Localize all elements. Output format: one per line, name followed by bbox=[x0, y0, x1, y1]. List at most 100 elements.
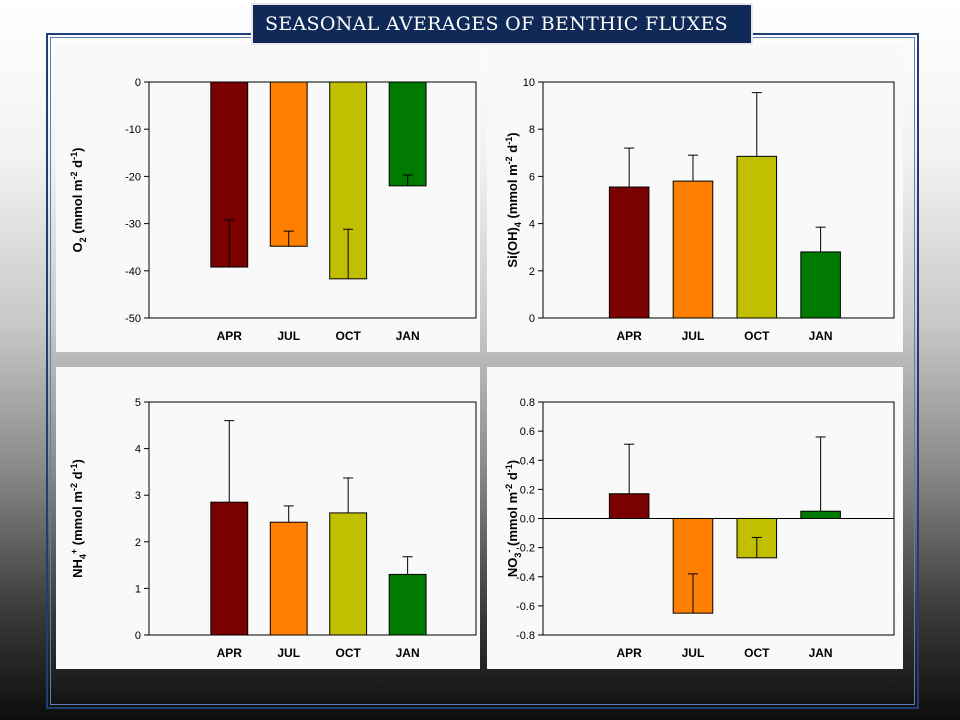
ylabel-units: (mmol m bbox=[70, 491, 85, 549]
slide-title-text: SEASONAL AVERAGES OF BENTHIC FLUXES bbox=[265, 13, 728, 35]
x-tick-label-apr: APR bbox=[616, 329, 642, 343]
x-tick-label-jul: JUL bbox=[277, 646, 300, 660]
x-tick-label-jan: JAN bbox=[809, 329, 833, 343]
ylabel-units: ) bbox=[70, 148, 85, 152]
ylabel-superscript: - bbox=[504, 550, 514, 553]
ylabel-units: (mmol m bbox=[505, 164, 520, 222]
y-axis-label: Si(OH)4 (mmol m-2 d-1) bbox=[504, 132, 523, 267]
bar-oct bbox=[329, 512, 368, 636]
y-tick-label: 4 bbox=[135, 444, 141, 456]
bar-jul bbox=[672, 180, 714, 319]
ylabel-units: (mmol m bbox=[70, 180, 85, 238]
bar-apr bbox=[608, 186, 650, 319]
bar-apr bbox=[608, 493, 650, 520]
plot-frame bbox=[148, 401, 477, 636]
y-tick-label: 1 bbox=[135, 583, 141, 595]
ylabel-superscript: + bbox=[69, 549, 79, 554]
chart-no3-flux: 0.8 0.6 0.4 0.2 0.0 -0.2 -0.4 -0.6 -0.8 APR JUL OCT… bbox=[504, 397, 895, 660]
y-tick-label: 5 bbox=[135, 397, 141, 409]
y-axis-label: O2 (mmol m-2 d-1) bbox=[69, 148, 88, 253]
y-tick-label: -0.2 bbox=[516, 543, 535, 555]
ylabel-units: ) bbox=[505, 132, 520, 136]
y-tick-label: -0.8 bbox=[516, 630, 535, 642]
ylabel-superscript: -2 bbox=[504, 484, 514, 492]
y-tick-label: 0.0 bbox=[520, 514, 535, 526]
ylabel-superscript: -1 bbox=[69, 152, 79, 160]
ylabel-subscript: 2 bbox=[78, 237, 88, 242]
ylabel-superscript: -1 bbox=[504, 137, 514, 145]
ylabel-units: d bbox=[70, 160, 85, 172]
x-tick-label-oct: OCT bbox=[744, 646, 770, 660]
y-tick-label: -30 bbox=[125, 219, 141, 231]
x-tick-label-jul: JUL bbox=[682, 646, 705, 660]
ylabel-units: ) bbox=[505, 460, 520, 464]
ylabel-superscript: -2 bbox=[69, 171, 79, 179]
y-tick-label: 2 bbox=[135, 537, 141, 549]
ylabel-subscript: 4 bbox=[513, 222, 523, 227]
y-tick-label: 0 bbox=[135, 77, 141, 89]
y-tick-label: 10 bbox=[523, 77, 535, 89]
bar-apr bbox=[210, 501, 249, 636]
x-tick-label-jan: JAN bbox=[809, 646, 833, 660]
y-tick-label: 6 bbox=[529, 171, 535, 183]
ylabel-superscript: -1 bbox=[69, 463, 79, 471]
x-tick-label-jul: JUL bbox=[682, 329, 705, 343]
x-tick-label-apr: APR bbox=[217, 329, 243, 343]
x-tick-label-oct: OCT bbox=[744, 329, 770, 343]
ylabel-superscript: -1 bbox=[504, 464, 514, 472]
x-tick-label-oct: OCT bbox=[336, 646, 362, 660]
chart-o2-flux: 0 -10 -20 -30 -40 -50 APR JUL OCT JAN O2 (mmol m-2… bbox=[69, 77, 477, 343]
y-tick-label: -10 bbox=[125, 124, 141, 136]
x-tick-label-jan: JAN bbox=[396, 329, 420, 343]
bar-jan bbox=[388, 573, 427, 636]
y-tick-label: 0.2 bbox=[520, 484, 535, 496]
y-tick-label: -0.6 bbox=[516, 601, 535, 613]
y-tick-label: -50 bbox=[125, 313, 141, 325]
ylabel-base: NO bbox=[505, 558, 520, 578]
bar-oct bbox=[736, 155, 778, 319]
y-tick-label: -40 bbox=[125, 266, 141, 278]
ylabel-subscript: 3 bbox=[513, 553, 523, 558]
y-tick-label: -0.4 bbox=[516, 572, 535, 584]
ylabel-units: d bbox=[505, 472, 520, 484]
bar-jul bbox=[269, 81, 308, 247]
y-tick-label: 0.4 bbox=[520, 455, 535, 467]
ylabel-units: ) bbox=[70, 459, 85, 463]
ylabel-base: Si(OH) bbox=[505, 227, 520, 267]
y-tick-label: 3 bbox=[135, 490, 141, 502]
x-tick-label-oct: OCT bbox=[336, 329, 362, 343]
ylabel-base: NH bbox=[70, 559, 85, 578]
chart-panel-sioh4: 0 2 4 6 8 10 APR JUL OCT JAN Si(OH)4 (mmol m-2 d-1… bbox=[487, 46, 903, 352]
chart-panel-no3: 0.8 0.6 0.4 0.2 0.0 -0.2 -0.4 -0.6 -0.8 APR JUL OCT… bbox=[487, 367, 903, 669]
y-axis-label: NO3- (mmol m-2 d-1) bbox=[504, 460, 523, 577]
ylabel-units: (mmol m bbox=[505, 492, 520, 550]
y-tick-label: 0 bbox=[529, 313, 535, 325]
y-tick-label: 0 bbox=[135, 630, 141, 642]
x-tick-label-jan: JAN bbox=[396, 646, 420, 660]
plot-frame bbox=[148, 81, 477, 319]
x-tick-label-apr: APR bbox=[217, 646, 243, 660]
bar-jan bbox=[800, 251, 841, 319]
y-tick-label: 0.6 bbox=[520, 426, 535, 438]
chart-panel-o2: 0 -10 -20 -30 -40 -50 APR JUL OCT JAN O2 (mmol m-2… bbox=[56, 46, 480, 352]
bar-apr bbox=[210, 81, 249, 268]
y-tick-label: 2 bbox=[529, 266, 535, 278]
y-axis-label: NH4+ (mmol m-2 d-1) bbox=[69, 459, 88, 578]
y-tick-label: -20 bbox=[125, 171, 141, 183]
ylabel-units: d bbox=[70, 471, 85, 483]
ylabel-base: O bbox=[70, 242, 85, 252]
bar-jan bbox=[388, 81, 427, 187]
plot-frame bbox=[542, 81, 895, 319]
ylabel-superscript: -2 bbox=[504, 156, 514, 164]
bar-jul bbox=[269, 521, 308, 636]
bar-jan bbox=[800, 510, 841, 519]
ylabel-units: d bbox=[505, 145, 520, 157]
ylabel-superscript: -2 bbox=[69, 483, 79, 491]
slide-title: SEASONAL AVERAGES OF BENTHIC FLUXES bbox=[251, 3, 753, 45]
y-tick-label: 4 bbox=[529, 219, 535, 231]
chart-panel-nh4: 0 1 2 3 4 5 APR JUL OCT JAN NH4+ (mmol m-2 d-1) bbox=[56, 367, 480, 669]
x-tick-label-apr: APR bbox=[616, 646, 642, 660]
ylabel-subscript: 4 bbox=[78, 554, 88, 559]
